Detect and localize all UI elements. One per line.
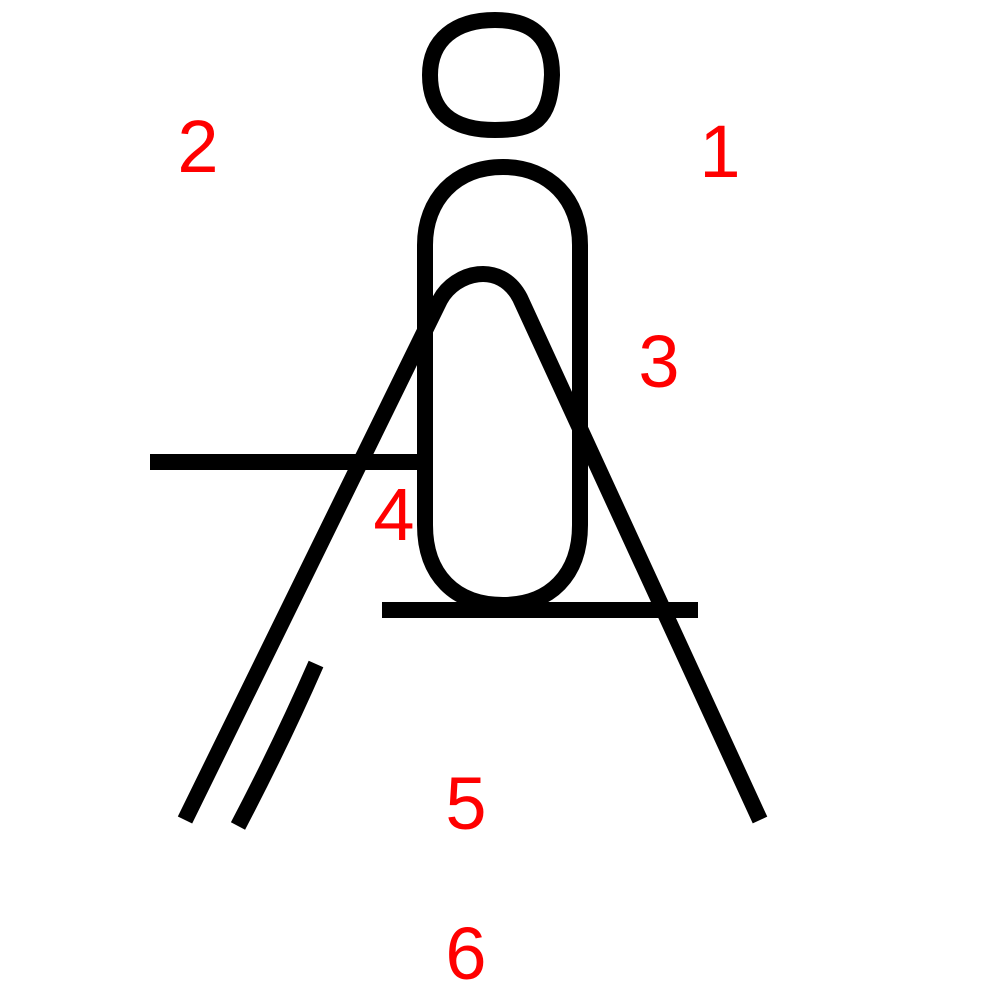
region-label-3: 3 — [638, 320, 679, 403]
region-label-2: 2 — [177, 105, 218, 188]
small-slanted-stroke — [230, 660, 324, 830]
a-frame-outline — [177, 266, 768, 824]
head-outline — [422, 12, 560, 138]
region-label-4: 4 — [373, 473, 414, 556]
region-label-6: 6 — [445, 912, 486, 995]
region-label-5: 5 — [445, 762, 486, 845]
region-label-1: 1 — [699, 110, 740, 193]
